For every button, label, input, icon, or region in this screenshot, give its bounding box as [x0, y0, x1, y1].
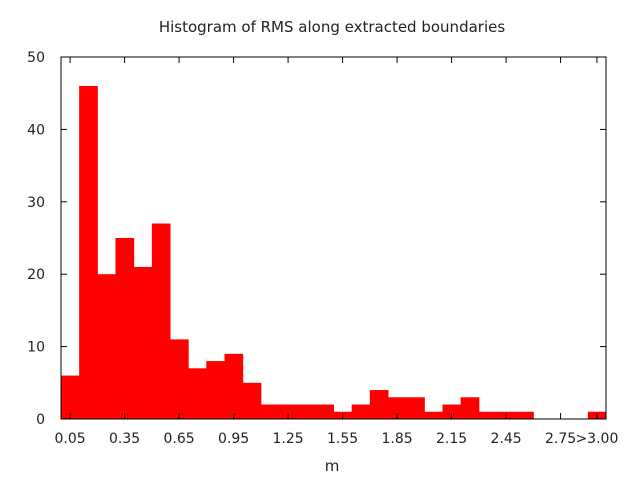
x-tick-label: 2.75	[545, 431, 576, 447]
x-tick-label: 0.05	[54, 431, 85, 447]
x-tick-label: 1.25	[272, 431, 303, 447]
x-tick-label: >3.00	[575, 431, 618, 447]
histogram-bar	[478, 411, 498, 419]
x-tick-label: 1.55	[327, 431, 358, 447]
histogram-bar	[79, 85, 98, 420]
histogram-bar	[406, 397, 425, 419]
histogram-bar	[315, 404, 334, 419]
histogram-bar	[297, 404, 316, 419]
y-tick-label: 40	[27, 122, 45, 138]
histogram-bar	[224, 353, 244, 419]
histogram-bar	[115, 238, 135, 419]
histogram-bar	[460, 397, 480, 419]
histogram-bar	[97, 274, 116, 419]
y-tick-label: 30	[27, 195, 45, 211]
x-tick-label: 0.95	[218, 431, 249, 447]
histogram-bar	[188, 368, 207, 419]
x-axis-label: m	[325, 457, 340, 475]
x-tick-label: 2.45	[490, 431, 521, 447]
histogram-bar	[206, 361, 225, 419]
histogram-bar	[424, 411, 443, 419]
histogram-bar	[242, 382, 262, 419]
histogram-bar	[260, 404, 280, 419]
histogram-bar	[170, 339, 189, 419]
x-tick-label: 0.35	[109, 431, 140, 447]
histogram-bar	[351, 404, 371, 419]
bars-group	[61, 85, 607, 420]
histogram-bar	[151, 223, 171, 419]
histogram-bar	[133, 266, 153, 419]
histogram-bar	[442, 404, 462, 419]
histogram-bar	[279, 404, 298, 419]
histogram-bar	[369, 390, 389, 419]
chart-title: Histogram of RMS along extracted boundar…	[159, 18, 506, 36]
y-tick-label: 20	[27, 267, 45, 283]
histogram-bar	[388, 397, 407, 419]
x-tick-label: 2.15	[436, 431, 467, 447]
histogram-bar	[61, 375, 80, 419]
y-tick-label: 10	[27, 340, 45, 356]
y-tick-label: 0	[36, 412, 45, 428]
y-tick-label: 50	[27, 50, 45, 66]
plot-frame	[60, 56, 607, 420]
x-tick-label: 0.65	[163, 431, 194, 447]
x-tick-label: 1.85	[381, 431, 412, 447]
histogram-bar	[515, 411, 534, 419]
tick-labels-group: 0 10 20 30 40 50 0.05 0.35 0.65 0.95 1.25 1.55 1.85 2…	[27, 50, 618, 447]
